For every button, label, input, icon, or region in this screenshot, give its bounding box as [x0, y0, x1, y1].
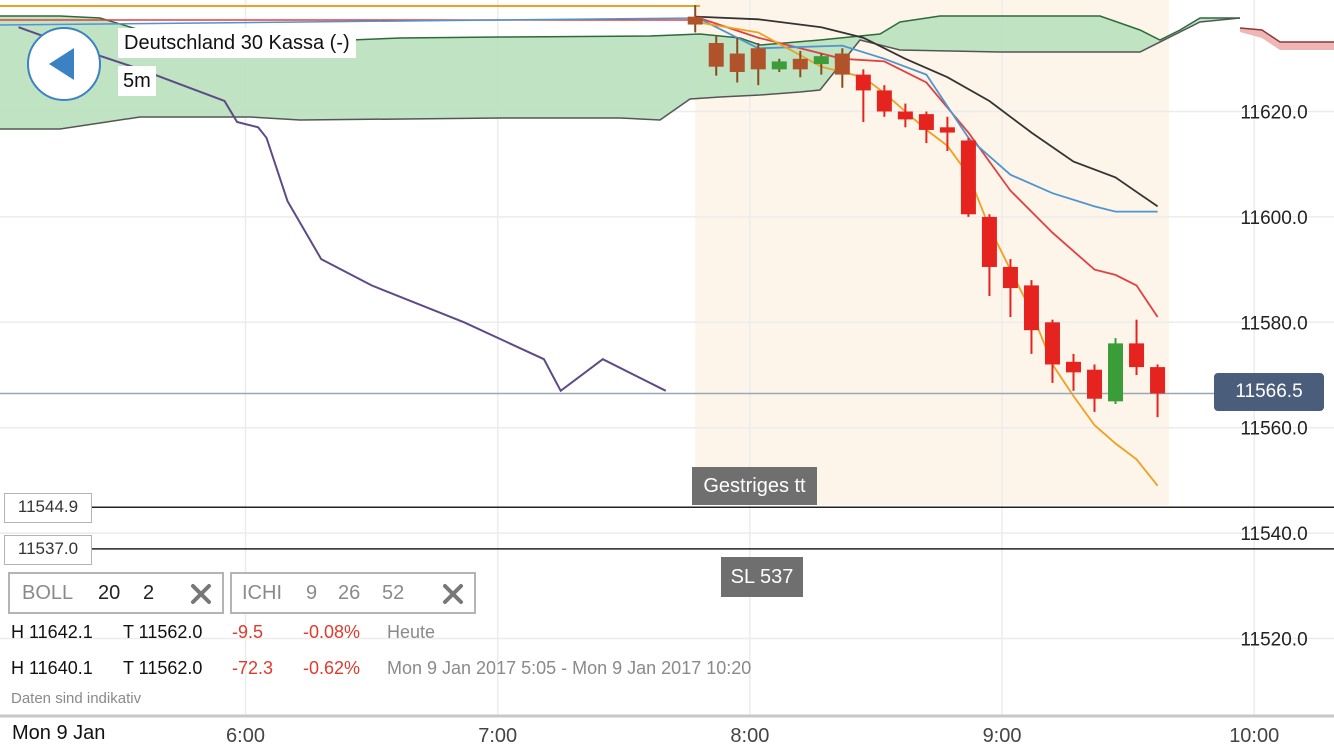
bollinger-upper-line — [694, 15, 1159, 318]
candle-up — [1108, 343, 1124, 402]
candle-down — [960, 140, 976, 215]
stats-row: H 11642.1 T 11562.0 -9.5 -0.08% Heute — [0, 620, 1000, 644]
candle-down — [981, 216, 997, 267]
candle-down — [1087, 369, 1103, 399]
back-button[interactable] — [27, 27, 101, 101]
history-line — [0, 17, 701, 26]
stat-percent: -0.08% — [303, 622, 361, 642]
line-value-box[interactable]: 11544.9 — [4, 493, 92, 523]
indicator-param: 26 — [338, 582, 361, 604]
indicator-param: 52 — [382, 582, 405, 604]
x-tick-label: 8:00 — [730, 725, 769, 747]
candle-down — [792, 58, 808, 70]
x-tick-label: 6:00 — [226, 725, 265, 747]
close-icon[interactable] — [190, 583, 212, 605]
stats-row: H 11640.1 T 11562.0 -72.3 -0.62% Mon 9 J… — [0, 656, 1000, 680]
senkou-a-line — [1239, 27, 1334, 43]
candle-down — [834, 53, 850, 75]
interval-label[interactable]: 5m — [118, 66, 156, 96]
indicator-param: 2 — [143, 582, 155, 604]
candle-down — [1129, 343, 1145, 368]
indicator-param: 20 — [98, 582, 121, 604]
candle-down — [897, 111, 913, 120]
indicator-name: BOLL — [22, 582, 74, 604]
chevron-left-icon — [49, 48, 74, 80]
candle-down — [708, 42, 724, 67]
x-tick-label: 10:00 — [1229, 725, 1279, 747]
indicator-name: ICHI — [242, 582, 282, 604]
candle-down — [918, 114, 934, 130]
candle-down — [1065, 361, 1081, 373]
indicator-param: 9 — [306, 582, 318, 604]
x-axis-band — [0, 716, 1334, 750]
candle-up — [813, 56, 829, 65]
stat-low: T 11562.0 — [123, 622, 203, 642]
line-label[interactable]: SL 537 — [721, 557, 803, 597]
y-tick-label: 11620.0 — [1240, 103, 1307, 124]
disclaimer: Daten sind indikativ — [11, 690, 142, 707]
close-icon[interactable] — [442, 583, 464, 605]
y-tick-label: 11580.0 — [1240, 313, 1307, 334]
date-label: Mon 9 Jan — [12, 722, 106, 744]
y-tick-label: 11560.0 — [1240, 419, 1307, 440]
instrument-title: Deutschland 30 Kassa (-) — [118, 28, 356, 58]
candle-down — [729, 53, 745, 72]
x-tick-label: 7:00 — [478, 725, 517, 747]
candle-down — [750, 48, 766, 70]
y-tick-label: 11520.0 — [1240, 630, 1307, 651]
tenkan-line — [694, 15, 1158, 213]
candle-down — [1044, 322, 1060, 365]
stat-period: Mon 9 Jan 2017 5:05 - Mon 9 Jan 2017 10:… — [387, 658, 752, 678]
stat-percent: -0.62% — [303, 658, 361, 678]
stat-period: Heute — [387, 622, 436, 642]
kijun-line — [695, 15, 1159, 208]
boll-indicator-chip[interactable]: BOLL 20 2 — [8, 572, 224, 614]
stat-low: T 11562.0 — [123, 658, 203, 678]
y-tick-label: 11600.0 — [1240, 208, 1307, 229]
current-price-tag: 11566.5 — [1214, 373, 1324, 411]
candle-down — [1150, 367, 1166, 394]
stat-high: H 11640.1 — [11, 658, 93, 678]
candle-up — [771, 61, 787, 70]
x-tick-label: 9:00 — [983, 725, 1022, 747]
ichimoku-cloud-bear — [1240, 28, 1334, 50]
stat-change: -72.3 — [232, 658, 274, 678]
line-label[interactable]: Gestriges tt — [692, 467, 817, 505]
chikou-line — [18, 26, 667, 393]
stat-high: H 11642.1 — [11, 622, 93, 642]
candle-down — [1002, 266, 1018, 289]
stat-change: -9.5 — [232, 622, 264, 642]
candle-down — [687, 16, 703, 25]
candle-down — [855, 74, 871, 91]
line-value-box[interactable]: 11537.0 — [4, 535, 92, 565]
ichi-indicator-chip[interactable]: ICHI 9 26 52 — [230, 572, 476, 614]
senkou-b-line — [0, 17, 1241, 130]
candle-down — [939, 127, 955, 133]
y-tick-label: 11540.0 — [1240, 524, 1307, 545]
candle-down — [1023, 285, 1039, 331]
candle-down — [876, 90, 892, 112]
